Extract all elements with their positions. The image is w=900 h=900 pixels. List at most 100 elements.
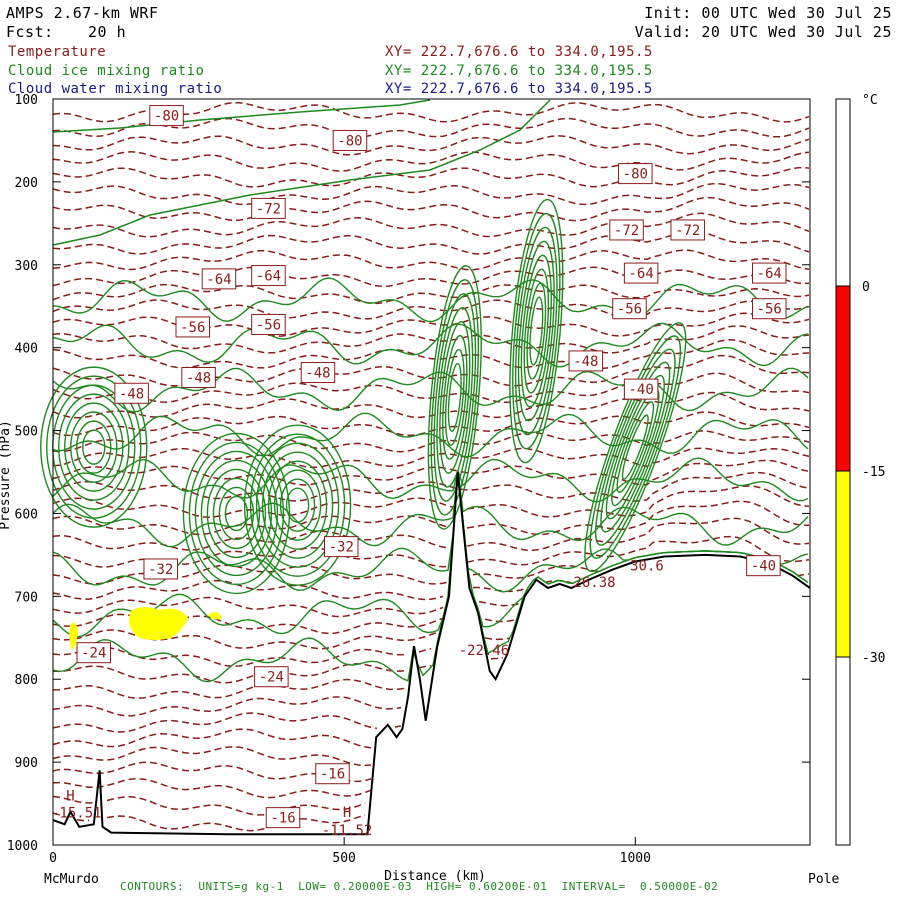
temperature-label: -56 — [175, 316, 211, 338]
x-tick-label: 500 — [332, 851, 355, 866]
ice-envelope — [52, 99, 431, 133]
temperature-label-box — [265, 807, 301, 829]
temperature-label-box — [746, 555, 781, 577]
field-cloud-water-xy: XY= 222.7,676.6 to 334.0,195.5 — [385, 81, 653, 97]
extremum-label: -11.52 — [322, 823, 373, 839]
temperature-isotherm — [394, 725, 402, 728]
temperature-isotherm — [52, 497, 456, 518]
x-left-label: McMurdo — [44, 872, 99, 887]
ice-core-contour — [600, 361, 671, 533]
temperature-isotherm — [52, 249, 810, 271]
temperature-isotherm — [52, 283, 810, 305]
ice-core-contour — [70, 411, 118, 483]
ice-core-contour — [444, 348, 465, 446]
temperature-label-text: -48 — [305, 366, 330, 382]
temperature-label-text: -64 — [757, 266, 782, 282]
temperature-isotherm — [52, 266, 810, 288]
temperature-isotherm — [418, 647, 432, 653]
temperature-label: -56 — [751, 298, 787, 320]
ice-contour — [52, 457, 809, 503]
temperature-label-box — [568, 350, 604, 372]
temperature-label-box — [609, 219, 644, 241]
temperature-isotherm — [466, 485, 810, 518]
ice-core-contour — [82, 429, 106, 465]
temperature-label-text: -48 — [186, 371, 211, 387]
temperature-label: -80 — [332, 129, 368, 151]
temperature-label-text: -72 — [614, 223, 639, 239]
temperature-isotherm — [52, 696, 402, 717]
temperature-label: -24 — [76, 642, 112, 664]
temperature-isotherm — [52, 135, 810, 156]
temperature-isotherm — [106, 814, 366, 832]
temperature-label-text: -48 — [119, 386, 144, 402]
y-axis-label: Pressure (hPa) — [0, 420, 13, 530]
ice-core-contour — [430, 279, 479, 516]
x-tick-label: 0 — [49, 851, 57, 866]
ice-core-contour — [58, 393, 130, 501]
temperature-isotherm — [52, 812, 66, 818]
temperature-isotherm — [52, 515, 450, 536]
ice-core-contour — [243, 424, 352, 586]
temperature-label-box — [315, 763, 350, 785]
extremum-label: -22.46 — [459, 643, 510, 659]
temperature-label-text: -64 — [256, 269, 281, 285]
temperature-label-text: -16 — [320, 767, 345, 783]
extremum-label: 30.6 — [630, 559, 664, 575]
init-time: Init: 00 UTC Wed 30 Jul 25 — [644, 4, 892, 22]
temperature-isotherm — [52, 646, 408, 668]
ice-core-contour — [594, 348, 676, 546]
ice-envelope — [52, 99, 551, 246]
ice-core-contour — [433, 293, 477, 502]
colorbar-tick-label: -15 — [862, 465, 885, 480]
ice-core-contour — [188, 441, 285, 586]
temperature-label: -24 — [254, 666, 289, 688]
ice-core-contour — [64, 402, 124, 492]
ice-core-contour — [255, 442, 340, 568]
ice-contour — [52, 470, 809, 548]
temperature-label-box — [751, 298, 787, 320]
temperature-label-text: -80 — [154, 109, 179, 125]
temperature-isotherm — [52, 117, 810, 138]
temperature-isotherm — [52, 547, 450, 568]
temperature-isotherm — [52, 579, 444, 601]
temperature-isotherm — [52, 354, 810, 387]
temperature-label-text: -80 — [623, 167, 648, 183]
extremum-label: 26.38 — [573, 575, 615, 591]
ice-core-contour — [520, 254, 552, 408]
colorbar-unit: °C — [862, 93, 878, 108]
temperature-label: -48 — [568, 350, 604, 372]
temperature-isotherm — [52, 166, 810, 188]
x-axis-label: Distance (km) — [384, 869, 486, 884]
ice-contour — [52, 412, 809, 458]
x-right-label: Pole — [808, 872, 839, 887]
temperature-label-box — [251, 313, 286, 335]
ice-core-contour — [584, 322, 687, 573]
temperature-label: -32 — [323, 536, 359, 558]
temperature-isotherm — [52, 391, 810, 419]
temperature-label-box — [143, 558, 178, 580]
y-tick-label: 1000 — [7, 839, 38, 854]
temperature-label-text: -16 — [270, 811, 295, 827]
y-tick-label: 200 — [15, 176, 38, 191]
temperature-shading — [69, 606, 222, 650]
ice-core-contour — [279, 478, 316, 532]
temperature-label-box — [251, 197, 286, 219]
ice-core-contour — [621, 414, 649, 480]
temperature-label-text: -56 — [757, 302, 782, 318]
temperature-label: -16 — [265, 807, 301, 829]
temperature-label-box — [751, 262, 787, 284]
ice-core-contour — [605, 374, 665, 520]
colorbar-band-red — [835, 285, 851, 472]
ice-core-contour — [200, 459, 273, 568]
temperature-label-box — [175, 316, 211, 338]
ice-core-contour — [182, 432, 291, 595]
model-title: AMPS 2.67-km WRF — [6, 4, 159, 22]
ice-core-contour — [224, 495, 249, 532]
temperature-label: -48 — [300, 362, 336, 384]
ice-core-contour — [261, 451, 334, 559]
shaded-region — [69, 622, 78, 650]
ice-core-contour — [40, 366, 148, 528]
temperature-isotherm — [52, 230, 810, 255]
ice-core-contour — [512, 212, 561, 450]
